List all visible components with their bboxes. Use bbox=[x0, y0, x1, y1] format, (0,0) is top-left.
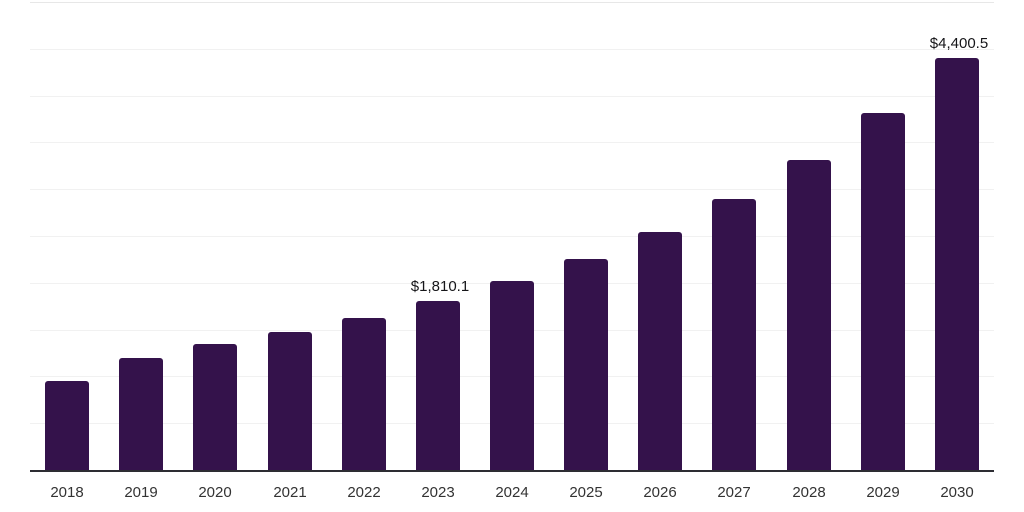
x-tick-label-2028: 2028 bbox=[792, 484, 826, 501]
bar-2020 bbox=[193, 344, 237, 470]
bar-2022 bbox=[342, 318, 386, 470]
bar-2025 bbox=[564, 259, 608, 470]
x-tick-label-2025: 2025 bbox=[569, 484, 603, 501]
bar-2021 bbox=[268, 332, 312, 470]
x-tick-label-2024: 2024 bbox=[495, 484, 529, 501]
x-tick-label-2027: 2027 bbox=[717, 484, 751, 501]
x-tick-label-2026: 2026 bbox=[643, 484, 677, 501]
x-tick-label-2030: 2030 bbox=[940, 484, 974, 501]
gridline bbox=[30, 49, 994, 50]
bar-2019 bbox=[119, 358, 163, 470]
bar-2023 bbox=[416, 301, 460, 470]
bar-2024 bbox=[490, 281, 534, 470]
x-tick-label-2019: 2019 bbox=[124, 484, 158, 501]
bar-2018 bbox=[45, 381, 89, 470]
x-tick-label-2023: 2023 bbox=[421, 484, 455, 501]
bar-value-label-2023: $1,810.1 bbox=[410, 278, 470, 295]
bar-2028 bbox=[787, 160, 831, 470]
x-tick-label-2022: 2022 bbox=[347, 484, 381, 501]
x-tick-label-2018: 2018 bbox=[50, 484, 84, 501]
bar-2030 bbox=[935, 58, 979, 470]
x-tick-label-2029: 2029 bbox=[866, 484, 900, 501]
gridline bbox=[30, 142, 994, 143]
bar-value-label-2030: $4,400.5 bbox=[929, 35, 989, 52]
gridline bbox=[30, 189, 994, 190]
gridline bbox=[30, 2, 994, 3]
x-tick-label-2020: 2020 bbox=[198, 484, 232, 501]
bar-2026 bbox=[638, 232, 682, 470]
bar-2027 bbox=[712, 199, 756, 470]
x-tick-label-2021: 2021 bbox=[273, 484, 307, 501]
x-axis-line bbox=[30, 470, 994, 472]
gridline bbox=[30, 96, 994, 97]
bar-2029 bbox=[861, 113, 905, 470]
gridline bbox=[30, 236, 994, 237]
